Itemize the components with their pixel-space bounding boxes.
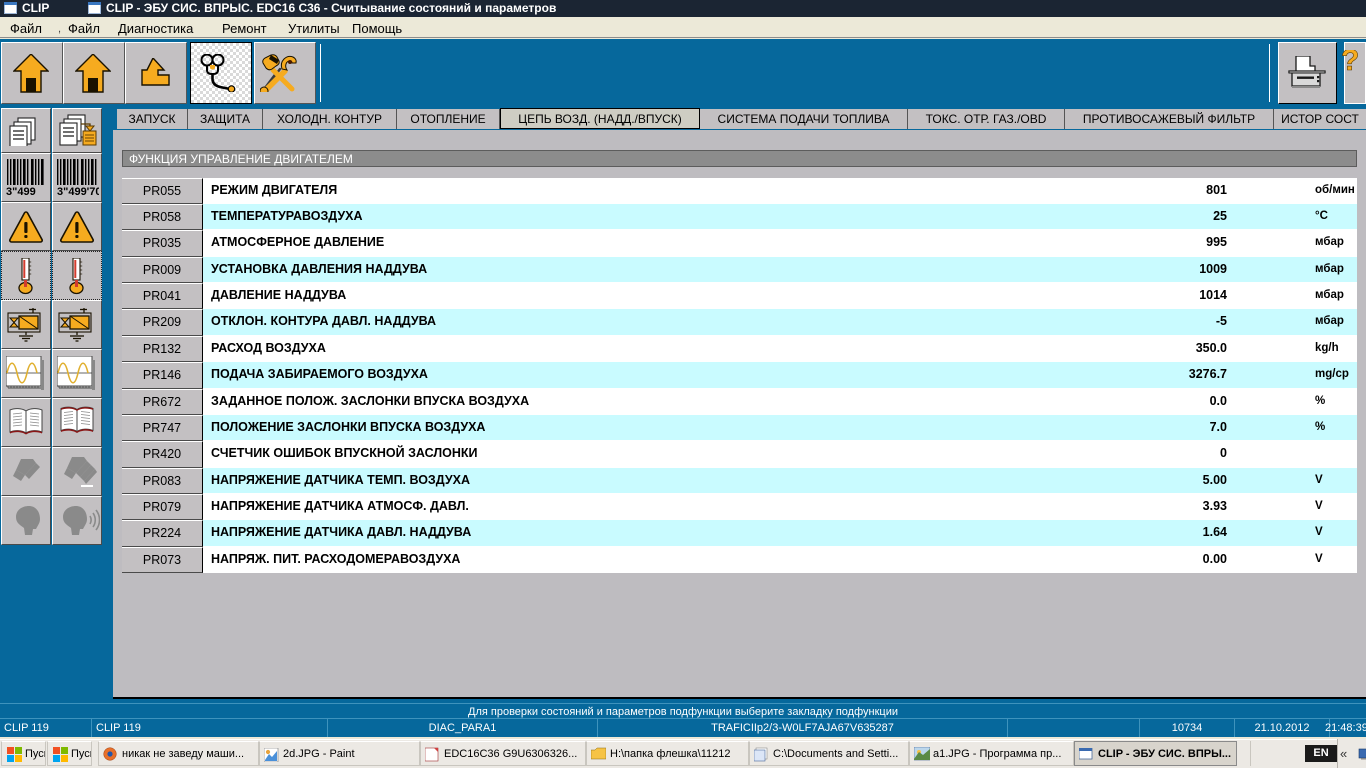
svg-text:?: ? (1341, 50, 1359, 77)
svg-text:3"499: 3"499 (6, 186, 36, 197)
svg-text:3"499'70: 3"499'70 (57, 186, 99, 197)
